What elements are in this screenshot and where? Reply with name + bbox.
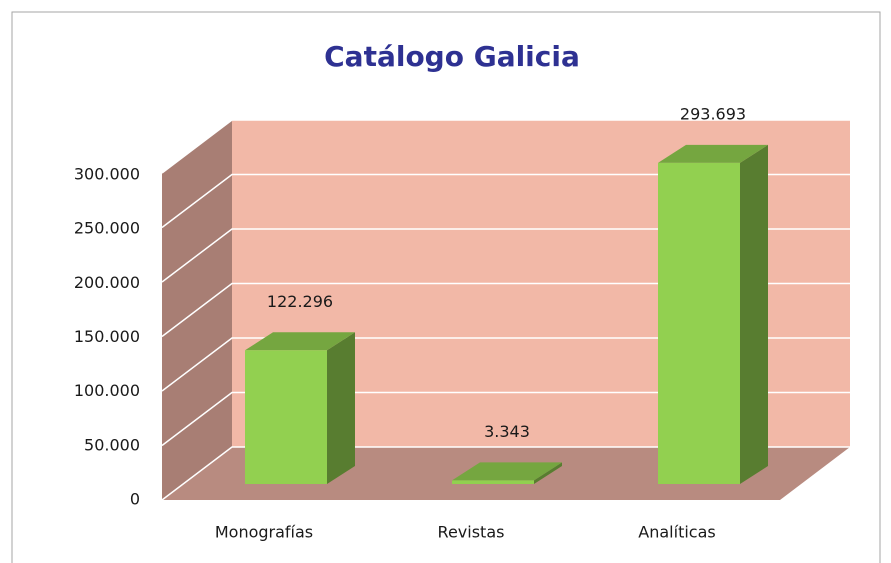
bar-top	[452, 462, 562, 481]
y-tick-label: 150.000	[74, 327, 140, 346]
grid-line	[161, 446, 850, 501]
grid-line	[161, 228, 850, 283]
bar	[245, 332, 355, 484]
bar-side	[327, 332, 355, 484]
grid-line	[161, 282, 850, 338]
data-label: 293.693	[680, 104, 746, 123]
x-tick-label: Monografías	[215, 523, 313, 542]
y-tick-label: 250.000	[74, 219, 140, 238]
bar	[452, 462, 562, 484]
y-tick-label: 0	[130, 490, 140, 509]
bar-front	[245, 350, 327, 484]
x-tick-label: Revistas	[438, 523, 505, 542]
y-tick-label: 100.000	[74, 381, 140, 400]
bar-front	[452, 480, 534, 484]
bar-top	[658, 144, 768, 163]
y-tick-label: 200.000	[74, 273, 140, 292]
chart-title: Catálogo Galicia	[324, 40, 580, 73]
grid-line	[161, 173, 850, 229]
data-label: 3.343	[484, 422, 530, 441]
bar-top	[245, 332, 355, 351]
bar-side	[740, 144, 768, 484]
bar	[658, 144, 768, 484]
grid-line	[161, 119, 850, 174]
grid-line	[161, 337, 850, 392]
y-tick-label: 300.000	[74, 165, 140, 184]
data-label: 122.296	[267, 292, 333, 311]
grid-line	[161, 391, 850, 447]
y-tick-label: 50.000	[84, 435, 140, 454]
x-tick-label: Analíticas	[638, 523, 715, 542]
bar-front	[658, 162, 740, 484]
bar-side	[534, 462, 562, 484]
